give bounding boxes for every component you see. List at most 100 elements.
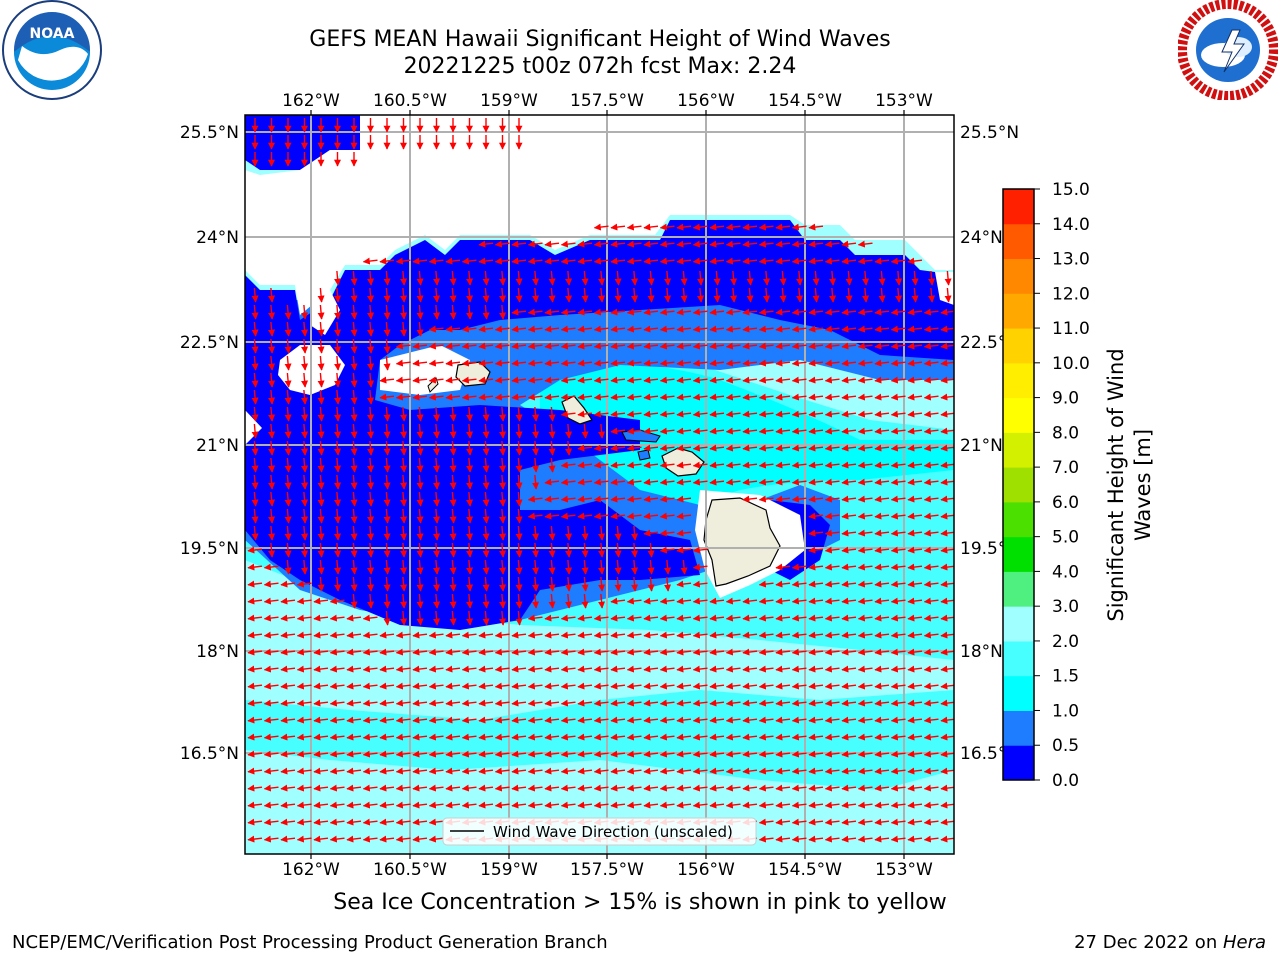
wave-direction-arrow <box>383 576 391 592</box>
wave-direction-arrow <box>383 525 391 541</box>
wave-direction-arrow <box>841 427 857 435</box>
wave-direction-arrow <box>923 495 939 503</box>
wave-direction-arrow <box>791 478 807 486</box>
wave-direction-arrow <box>692 359 708 367</box>
wave-direction-arrow <box>367 440 375 456</box>
wave-direction-arrow <box>284 304 292 320</box>
wave-direction-arrow <box>692 376 708 384</box>
wave-direction-arrow <box>581 287 589 303</box>
wave-direction-arrow <box>742 342 758 350</box>
wave-direction-arrow <box>829 270 837 286</box>
wave-direction-arrow <box>725 478 741 486</box>
wave-direction-arrow <box>532 270 540 286</box>
wave-direction-arrow <box>692 308 708 316</box>
wave-direction-arrow <box>251 406 259 422</box>
wave-direction-arrow <box>841 308 857 316</box>
wave-direction-arrow <box>593 393 609 401</box>
lon-tick-bottom: 159°W <box>480 860 538 880</box>
wave-direction-arrow <box>499 525 507 541</box>
wave-direction-arrow <box>499 491 507 507</box>
wave-direction-arrow <box>515 406 523 422</box>
wave-direction-arrow <box>251 372 259 388</box>
wave-direction-arrow <box>428 257 444 265</box>
wave-direction-arrow <box>923 308 939 316</box>
wave-direction-arrow <box>449 491 457 507</box>
wave-direction-arrow <box>676 478 692 486</box>
colorbar <box>1003 189 1034 781</box>
wave-direction-arrow <box>923 444 939 452</box>
lat-tick-right: 25.5°N <box>960 123 1019 143</box>
wave-direction-arrow <box>742 359 758 367</box>
wave-direction-arrow <box>626 495 642 503</box>
wave-direction-arrow <box>697 287 705 303</box>
wave-direction-arrow <box>614 542 622 558</box>
wave-direction-arrow <box>532 457 540 473</box>
colorbar-segment <box>1003 328 1034 364</box>
wave-direction-arrow <box>449 287 457 303</box>
wave-direction-arrow <box>284 440 292 456</box>
wave-direction-arrow <box>482 525 490 541</box>
wave-direction-arrow <box>676 342 692 350</box>
wave-direction-arrow <box>643 257 659 265</box>
wave-direction-arrow <box>841 325 857 333</box>
wave-direction-arrow <box>560 308 576 316</box>
wave-direction-arrow <box>791 308 807 316</box>
wave-direction-arrow <box>758 495 774 503</box>
wave-direction-arrow <box>466 406 474 422</box>
wave-direction-arrow <box>400 474 408 490</box>
wave-direction-arrow <box>511 359 527 367</box>
wave-direction-arrow <box>911 270 919 286</box>
wave-direction-arrow <box>841 529 857 537</box>
wave-direction-arrow <box>775 325 791 333</box>
wave-direction-arrow <box>709 444 725 452</box>
wave-direction-arrow <box>466 423 474 439</box>
wave-direction-arrow <box>940 495 954 503</box>
wave-direction-arrow <box>824 393 840 401</box>
wave-direction-arrow <box>907 444 923 452</box>
wave-direction-arrow <box>449 559 457 575</box>
wave-direction-arrow <box>284 491 292 507</box>
wave-direction-arrow <box>709 427 725 435</box>
wave-direction-arrow <box>263 563 279 571</box>
wave-direction-arrow <box>890 427 906 435</box>
wave-direction-arrow <box>350 406 358 422</box>
wave-direction-arrow <box>466 508 474 524</box>
wave-direction-arrow <box>367 304 375 320</box>
wave-direction-arrow <box>268 287 276 303</box>
wave-direction-arrow <box>445 257 461 265</box>
colorbar-segment <box>1003 501 1034 538</box>
wave-direction-arrow <box>334 542 342 558</box>
wave-direction-arrow <box>379 376 395 384</box>
wave-direction-arrow <box>676 376 692 384</box>
wave-direction-arrow <box>560 376 576 384</box>
wave-direction-arrow <box>499 440 507 456</box>
wave-direction-arrow <box>923 461 939 469</box>
wave-direction-arrow <box>659 461 675 469</box>
wave-direction-arrow <box>301 321 309 337</box>
colorbar-segment <box>1003 397 1034 433</box>
wave-direction-arrow <box>428 376 444 384</box>
wave-direction-arrow <box>433 270 441 286</box>
wave-direction-arrow <box>643 444 659 452</box>
wave-direction-arrow <box>560 359 576 367</box>
wave-direction-arrow <box>383 491 391 507</box>
wave-direction-arrow <box>284 372 292 388</box>
wave-direction-arrow <box>857 325 873 333</box>
lon-tick-top: 154.5°W <box>768 91 842 111</box>
wave-direction-arrow <box>742 444 758 452</box>
noaa-logo: NOAA <box>2 0 102 100</box>
wave-direction-arrow <box>383 406 391 422</box>
wave-direction-arrow <box>598 270 606 286</box>
wave-direction-arrow <box>659 427 675 435</box>
wave-direction-arrow <box>515 508 523 524</box>
wave-direction-arrow <box>643 427 659 435</box>
wave-direction-arrow <box>301 389 309 405</box>
colorbar-tick-label: 12.0 <box>1052 284 1090 304</box>
wave-direction-arrow <box>301 525 309 541</box>
wave-direction-arrow <box>890 325 906 333</box>
footer-host: Hera <box>1222 932 1266 953</box>
wave-direction-arrow <box>824 563 840 571</box>
wave-direction-arrow <box>940 393 954 401</box>
wave-direction-arrow <box>577 478 593 486</box>
wave-direction-arrow <box>466 440 474 456</box>
